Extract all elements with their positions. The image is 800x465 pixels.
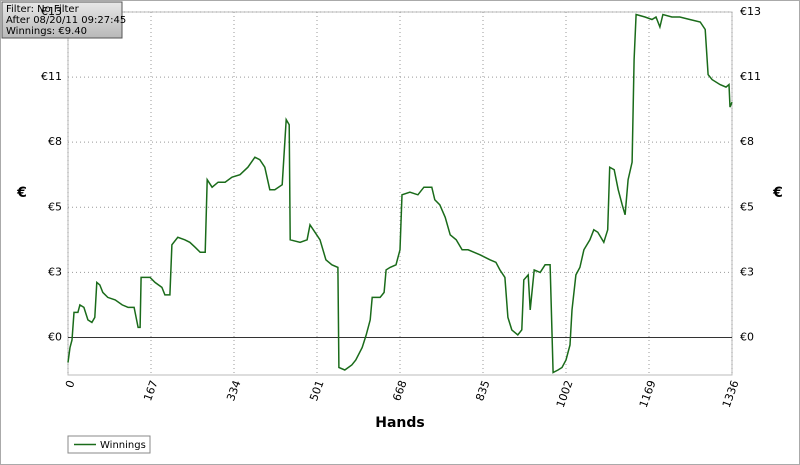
legend-label: Winnings [100,440,146,451]
y-tick-label: €8 [48,135,62,148]
info-line: After 08/20/11 09:27:45 [6,15,126,26]
info-box [1,1,123,39]
x-axis-label: Hands [375,415,425,431]
y2-tick-label: €8 [740,135,754,148]
info-line: Filter: No Filter [6,4,80,15]
y2-tick-label: €0 [740,330,754,343]
y-tick-label: €11 [41,70,62,83]
y2-axis-label: € [772,185,783,201]
y2-tick-label: €11 [740,70,761,83]
info-line: Winnings: €9.40 [6,26,87,37]
y-tick-label: €5 [48,200,62,213]
y-tick-label: €0 [48,330,62,343]
y-axis-label: € [16,185,27,201]
y2-tick-label: €5 [740,200,754,213]
series-line [67,13,733,374]
y-tick-label: €13 [41,5,62,18]
y-tick-label: €3 [48,265,62,278]
y2-tick-label: €13 [740,5,761,18]
y2-tick-label: €3 [740,265,754,278]
legend [67,435,151,454]
x-tick-label: 0 [63,379,78,390]
